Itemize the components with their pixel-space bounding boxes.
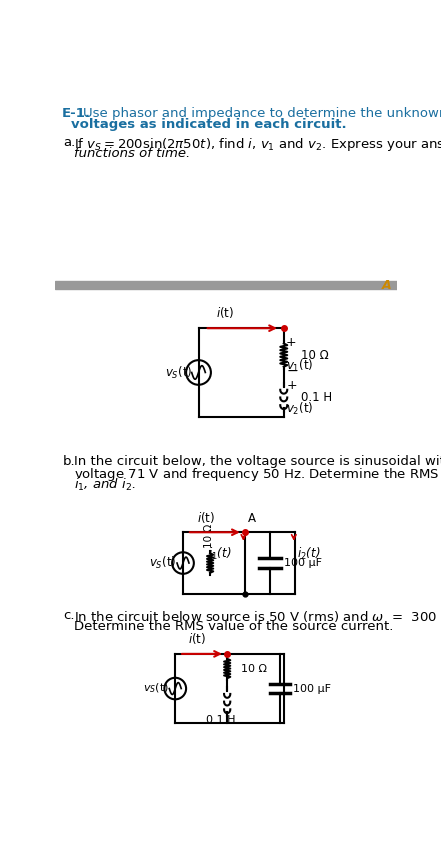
- Text: 10 Ω: 10 Ω: [204, 524, 213, 547]
- Text: 10 Ω: 10 Ω: [301, 349, 329, 362]
- Text: $v_1$(t): $v_1$(t): [286, 358, 314, 375]
- Bar: [55, 281, 397, 289]
- Text: a.: a.: [63, 136, 75, 149]
- Text: functions of time.: functions of time.: [75, 147, 191, 160]
- Text: voltage 71 V and frequency 50 Hz. Determine the RMS values of $i$,: voltage 71 V and frequency 50 Hz. Determ…: [75, 466, 441, 483]
- Text: $v_2$(t): $v_2$(t): [286, 401, 314, 417]
- Text: +: +: [286, 336, 297, 349]
- Text: $\it{i}$(t): $\it{i}$(t): [216, 306, 234, 321]
- Text: $\it{i}$(t): $\it{i}$(t): [188, 632, 206, 646]
- Text: $v_S$(t): $v_S$(t): [165, 365, 192, 381]
- Text: $v_S$(t): $v_S$(t): [143, 682, 169, 695]
- Text: +: +: [287, 379, 298, 392]
- Text: $v_S$(t): $v_S$(t): [149, 555, 177, 571]
- Text: In the circuit below, the voltage source is sinusoidal with RMS: In the circuit below, the voltage source…: [75, 456, 441, 468]
- Text: 100 μF: 100 μF: [293, 684, 331, 694]
- Text: b.: b.: [63, 456, 75, 468]
- Text: 0.1 H: 0.1 H: [301, 391, 332, 404]
- Text: c.: c.: [63, 610, 75, 622]
- Text: voltages as indicated in each circuit.: voltages as indicated in each circuit.: [71, 118, 346, 131]
- Text: In the circuit below source is 50 V (rms) and $\omega$  =  300 rad/s.: In the circuit below source is 50 V (rms…: [75, 610, 441, 624]
- Text: E-1.: E-1.: [61, 107, 90, 120]
- Text: 10 Ω: 10 Ω: [241, 663, 267, 674]
- Text: $i_2$(t): $i_2$(t): [297, 546, 320, 562]
- Text: A: A: [382, 279, 392, 291]
- Text: $\it{i}$(t): $\it{i}$(t): [197, 509, 215, 525]
- Text: $i_1$, and $i_2$.: $i_1$, and $i_2$.: [75, 477, 136, 493]
- Text: A: A: [248, 512, 256, 525]
- Text: −: −: [287, 364, 299, 377]
- Text: Determine the RMS value of the source current.: Determine the RMS value of the source cu…: [75, 620, 394, 633]
- Text: $i_1$(t): $i_1$(t): [208, 546, 231, 562]
- Text: 100 μF: 100 μF: [284, 558, 322, 568]
- Text: 0.1 H: 0.1 H: [206, 715, 236, 725]
- Text: Use phasor and impedance to determine the unknown currents/: Use phasor and impedance to determine th…: [83, 107, 441, 120]
- Text: If $v_S = 200\sin(2\pi 50t)$, find $i$, $v_1$ and $v_2$. Express your answers as: If $v_S = 200\sin(2\pi 50t)$, find $i$, …: [75, 136, 441, 152]
